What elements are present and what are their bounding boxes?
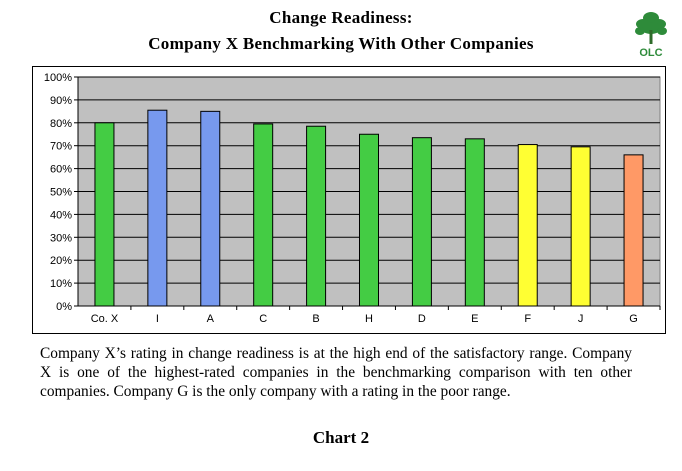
x-tick-label: E [471,313,478,325]
bar-h [359,133,379,307]
x-tick-label: A [207,313,215,325]
bar-g [623,154,644,307]
bar-co-x [94,122,115,307]
y-tick-label: 90% [50,95,72,107]
bar-c [253,123,274,307]
x-tick-label: F [524,313,531,325]
y-tick-label: 70% [50,141,72,153]
chart-title-line-1: Change Readiness: [269,8,413,27]
x-tick-label: J [578,313,584,325]
bar-chart: 0% 10% 20% 30% 40% 50% 60% 70% 80% 90% 100% Co. X I A… [32,66,666,334]
x-tick-label: G [629,313,638,325]
chart-number-label: Chart 2 [312,428,370,447]
bar-f [517,144,538,307]
x-tick-label: C [259,313,267,325]
chart-caption: Company X’s rating in change readiness i… [40,345,632,400]
bar-b [306,125,327,307]
x-tick-label: I [156,313,159,325]
y-tick-label: 40% [50,209,72,221]
x-tick-label: B [312,313,319,325]
chart-title-line-2: Company X Benchmarking With Other Compan… [148,34,534,53]
y-tick-label: 80% [50,118,72,130]
olc-tree-logo: OLC [635,12,667,58]
bar-a [200,110,221,307]
y-tick-label: 30% [50,232,72,244]
bar-i [147,109,168,307]
y-tick-label: 0% [56,301,72,313]
x-tick-label: H [365,313,373,325]
y-tick-label: 60% [50,164,72,176]
bar-d [411,137,432,307]
logo-text: OLC [639,47,662,58]
y-tick-label: 20% [50,255,72,267]
y-tick-label: 10% [50,278,72,290]
bar-e [464,138,485,307]
y-tick-label: 100% [44,72,72,84]
x-tick-label: D [418,313,426,325]
x-tick-label: Co. X [91,313,119,325]
bar-j [570,146,591,307]
y-tick-label: 50% [50,187,72,199]
